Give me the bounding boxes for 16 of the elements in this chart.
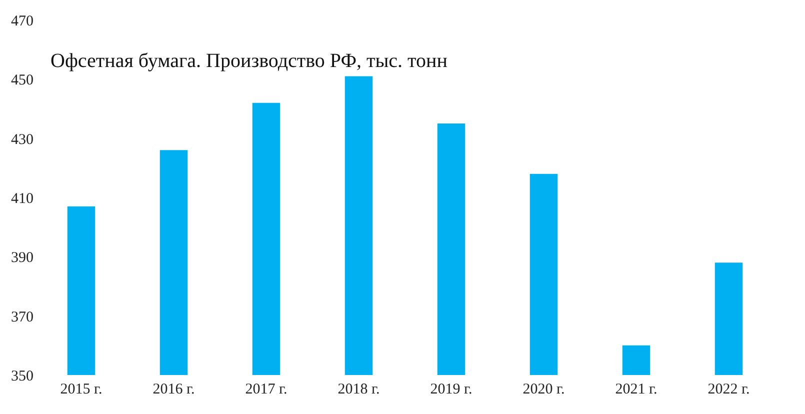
y-tick-label: 410	[11, 191, 34, 207]
x-tick-label: 2021 г.	[615, 382, 658, 398]
x-tick-label: 2015 г.	[60, 382, 102, 398]
y-tick-label: 470	[11, 14, 34, 30]
x-tick-label: 2017 г.	[245, 382, 288, 398]
text: Офсетная бумага. Производство РФ, тыс. тонн	[50, 50, 448, 72]
y-tick-label: 390	[11, 250, 34, 266]
x-tick-label: 2020 г.	[522, 382, 565, 398]
y-tick-label: 450	[11, 72, 34, 89]
x-tick-label: 2018 г.	[338, 382, 380, 398]
y-tick-label: 430	[11, 132, 34, 148]
y-tick-label: 370	[11, 309, 34, 326]
x-tick-label: 2022 г.	[708, 382, 750, 398]
y-tick-label: 350	[11, 368, 34, 384]
x-tick-label: 2019 г.	[430, 382, 472, 398]
x-tick-label: 2016 г.	[152, 382, 195, 398]
